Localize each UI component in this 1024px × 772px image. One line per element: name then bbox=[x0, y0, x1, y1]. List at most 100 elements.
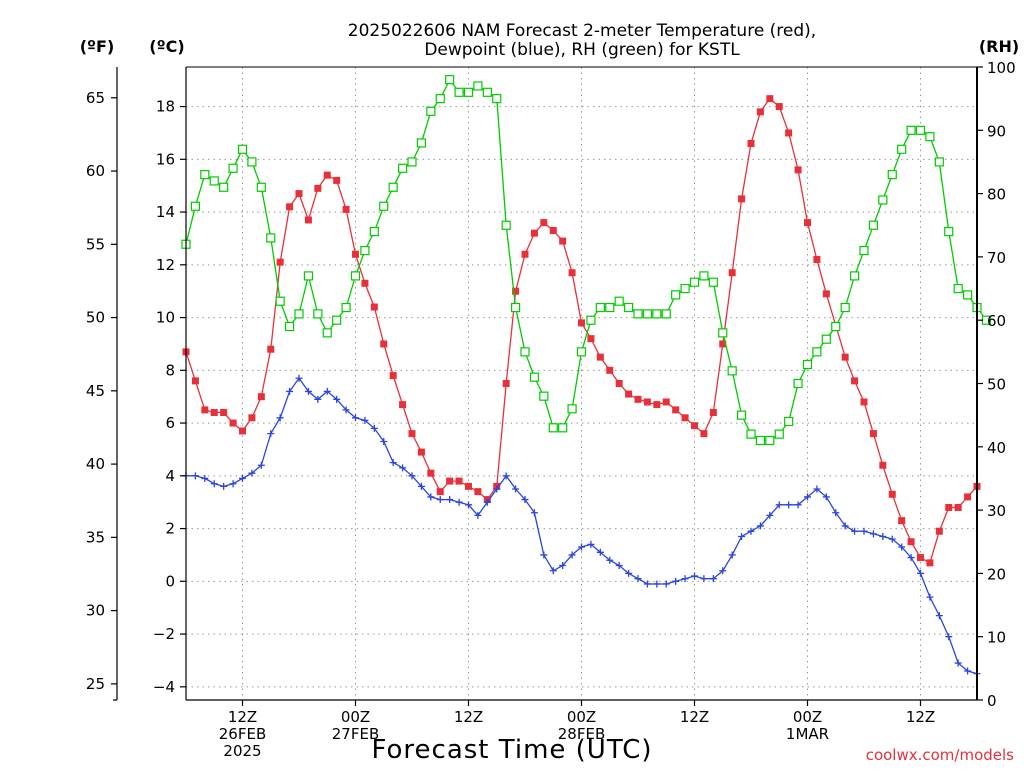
x-tick-label: 00Z bbox=[793, 708, 822, 726]
source-credit: coolwx.com/models bbox=[866, 746, 1014, 764]
rh-marker bbox=[906, 125, 916, 135]
axis-layer: 25 30 35 40 45 50 55 60 65 −4 −2 0 2 4 6 8 10 12 14 16 18 0 10… bbox=[86, 59, 1016, 760]
rh-tick-label: 0 bbox=[987, 692, 997, 710]
rh-marker bbox=[755, 435, 766, 446]
temperature-marker bbox=[342, 205, 350, 213]
rh-marker bbox=[840, 302, 850, 313]
x-tick-label: 00Z bbox=[567, 708, 596, 726]
rh-marker bbox=[736, 410, 747, 420]
temperature-marker bbox=[794, 166, 802, 174]
dewpoint-marker bbox=[813, 485, 821, 493]
temperature-marker bbox=[549, 227, 557, 235]
celsius-tick-label: 10 bbox=[156, 309, 175, 327]
dewpoint-marker bbox=[286, 387, 294, 395]
rh-marker bbox=[482, 87, 492, 97]
rh-marker bbox=[529, 372, 540, 382]
temperature-marker bbox=[869, 430, 877, 438]
rh-tick-label: 70 bbox=[987, 249, 1006, 267]
celsius-tick-label: 2 bbox=[165, 520, 175, 538]
celsius-tick-label: 14 bbox=[156, 203, 175, 221]
x-tick-label: 26FEB bbox=[219, 725, 266, 743]
dewpoint-marker bbox=[756, 522, 764, 530]
dewpoint-marker bbox=[832, 509, 840, 517]
x-tick-label: 1MAR bbox=[786, 725, 829, 743]
fahrenheit-tick-label: 30 bbox=[86, 602, 105, 620]
temperature-marker bbox=[474, 488, 482, 496]
dewpoint-marker bbox=[917, 569, 924, 577]
dewpoint-marker bbox=[794, 501, 802, 509]
rh-marker bbox=[868, 220, 879, 230]
grid-layer bbox=[186, 67, 977, 700]
dewpoint-marker bbox=[860, 527, 868, 535]
temperature-marker bbox=[804, 219, 811, 227]
dewpoint-marker bbox=[220, 482, 228, 490]
rh-marker bbox=[332, 315, 342, 325]
rh-marker bbox=[247, 157, 257, 167]
temperature-marker bbox=[625, 390, 633, 398]
rh-marker bbox=[426, 106, 436, 116]
x-tick-label: 12Z bbox=[906, 708, 935, 726]
dewpoint-marker bbox=[728, 551, 736, 559]
rh-marker bbox=[623, 302, 634, 313]
rh-marker bbox=[746, 429, 756, 439]
temperature-marker bbox=[446, 477, 454, 485]
celsius-tick-label: 16 bbox=[156, 150, 175, 168]
rh-marker bbox=[699, 271, 709, 281]
dewpoint-marker bbox=[766, 511, 774, 519]
x-tick-label: 12Z bbox=[680, 708, 709, 726]
dewpoint-marker bbox=[465, 501, 472, 509]
rh-marker bbox=[266, 233, 276, 243]
rh-marker bbox=[219, 182, 229, 192]
rh-marker bbox=[369, 226, 379, 237]
rh-marker bbox=[445, 75, 455, 85]
celsius-tick-label: −2 bbox=[153, 625, 175, 643]
temperature-marker bbox=[747, 139, 755, 147]
rh-tick-label: 30 bbox=[987, 502, 1006, 520]
dewpoint-marker bbox=[323, 387, 331, 395]
dewpoint-marker bbox=[898, 543, 906, 551]
dewpoint-marker bbox=[502, 472, 510, 480]
rh-marker bbox=[454, 87, 464, 97]
dewpoint-marker bbox=[191, 472, 199, 480]
dewpoint-marker bbox=[540, 551, 548, 559]
dewpoint-marker bbox=[276, 414, 284, 422]
temperature-marker bbox=[879, 461, 887, 469]
x-tick-label: 2025 bbox=[223, 742, 261, 760]
rh-marker bbox=[925, 132, 935, 142]
x-axis-title: Forecast Time (UTC) bbox=[371, 735, 652, 765]
rh-marker bbox=[614, 296, 624, 306]
dewpoint-marker bbox=[333, 395, 341, 403]
temperature-marker bbox=[709, 409, 717, 417]
rh-marker bbox=[473, 81, 483, 91]
temperature-marker bbox=[860, 398, 868, 406]
x-tick-label: 12Z bbox=[228, 708, 257, 726]
celsius-tick-label: 18 bbox=[156, 98, 175, 116]
dewpoint-marker bbox=[691, 572, 698, 580]
temperature-marker bbox=[738, 195, 746, 203]
temperature-marker bbox=[888, 490, 896, 498]
rh-marker bbox=[934, 157, 944, 167]
dewpoint-marker bbox=[267, 430, 275, 438]
x-tick-label: 00Z bbox=[341, 708, 370, 726]
temperature-marker bbox=[333, 176, 341, 184]
temperature-marker bbox=[691, 422, 698, 430]
rh-marker bbox=[510, 302, 521, 313]
celsius-tick-label: 8 bbox=[165, 361, 175, 379]
temperature-marker bbox=[408, 430, 416, 438]
temperature-marker bbox=[606, 366, 614, 374]
rh-axis-unit: (RH) bbox=[979, 37, 1019, 56]
dewpoint-marker bbox=[888, 535, 896, 543]
rh-marker bbox=[671, 290, 681, 300]
temperature-line bbox=[185, 97, 978, 564]
rh-marker bbox=[322, 328, 332, 338]
dewpoint-marker bbox=[399, 464, 407, 472]
dewpoint-marker bbox=[643, 580, 651, 588]
temperature-marker bbox=[766, 95, 774, 103]
rh-marker bbox=[463, 87, 474, 97]
dewpoint-marker bbox=[907, 554, 915, 562]
rh-marker bbox=[284, 321, 295, 332]
dewpoint-marker bbox=[879, 532, 887, 540]
rh-marker bbox=[605, 302, 615, 313]
temperature-marker bbox=[191, 377, 199, 385]
dewpoint-marker bbox=[672, 577, 680, 585]
